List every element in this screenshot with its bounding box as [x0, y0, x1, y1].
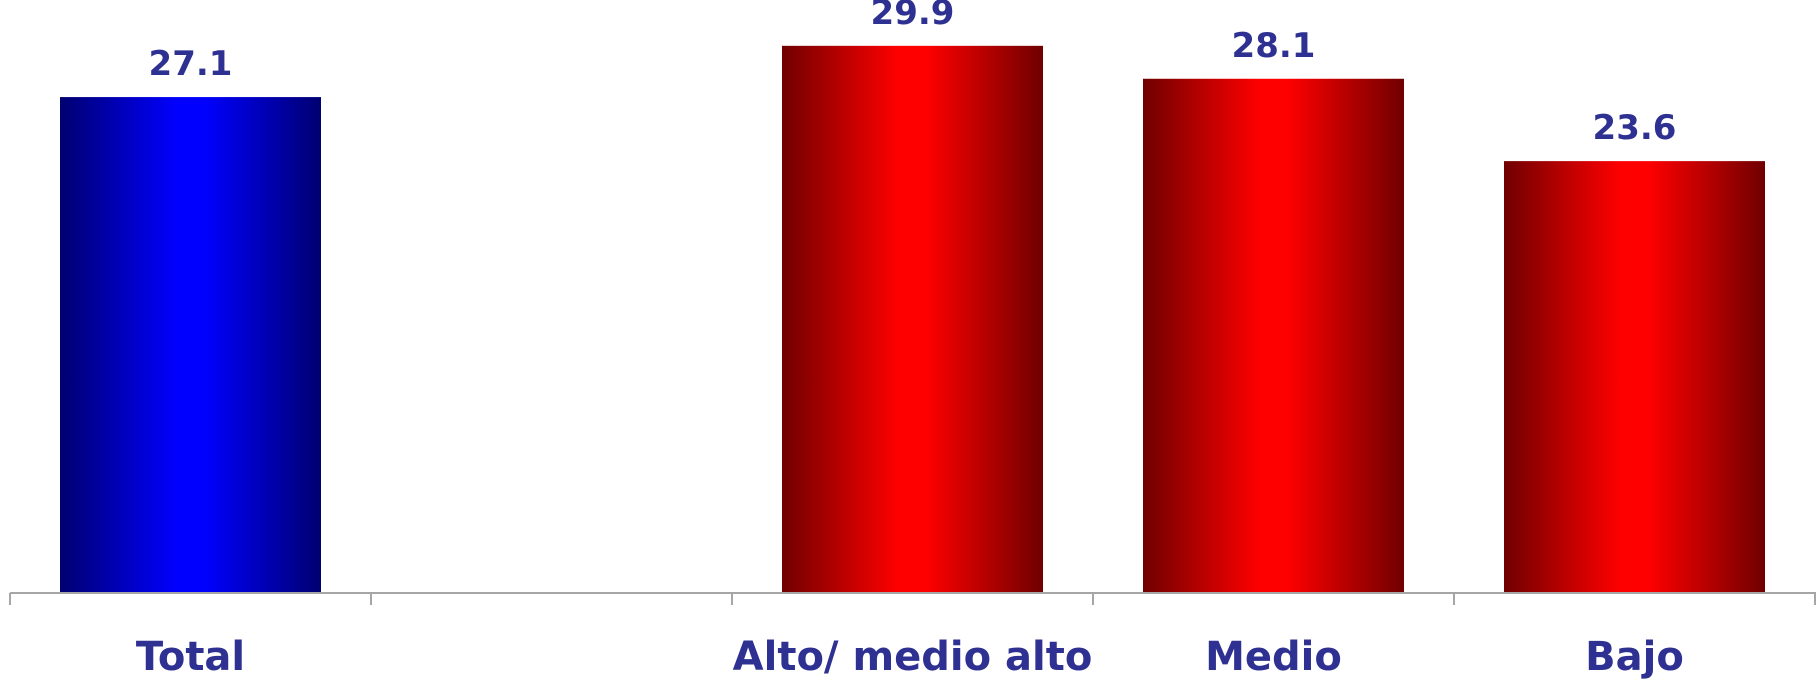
bars-group: [60, 45, 1765, 593]
value-labels-group: 27.1 29.9 28.1 23.6: [149, 0, 1677, 148]
data-label: 29.9: [871, 0, 955, 33]
category-labels-group: Total Alto/ medio alto Medio Bajo: [136, 634, 1684, 680]
category-label: Bajo: [1585, 634, 1684, 680]
data-label: 23.6: [1593, 108, 1677, 148]
x-axis: [9, 592, 1816, 605]
bar: [1143, 78, 1404, 593]
category-label: Alto/ medio alto: [733, 634, 1093, 680]
bar: [782, 45, 1043, 593]
bar: [1504, 161, 1765, 593]
category-label: Total: [136, 634, 245, 680]
bar: [60, 97, 321, 593]
data-label: 28.1: [1232, 26, 1316, 66]
data-label: 27.1: [149, 44, 233, 84]
category-label: Medio: [1205, 634, 1342, 680]
